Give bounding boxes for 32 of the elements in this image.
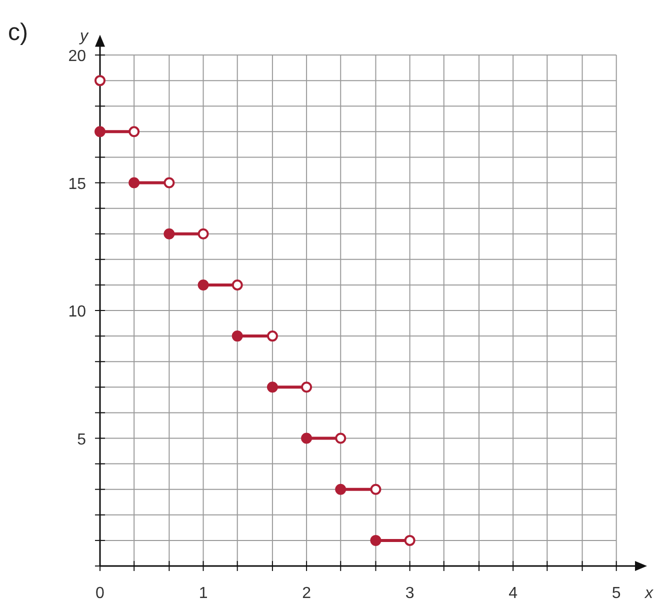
point — [94, 126, 106, 138]
y-tick-label: 10 — [68, 304, 86, 321]
point — [94, 75, 106, 86]
point — [232, 330, 243, 342]
point — [404, 534, 416, 546]
x-tick-label: 0 — [96, 585, 105, 600]
x-axis-title: x — [644, 585, 654, 600]
y-axis-title: y — [79, 28, 89, 45]
point — [198, 228, 209, 240]
point — [335, 432, 346, 444]
point — [128, 126, 140, 138]
point — [128, 177, 140, 188]
point — [301, 432, 312, 444]
point — [301, 382, 312, 393]
y-tick-label: 5 — [77, 431, 86, 448]
y-tick-label: 20 — [68, 48, 86, 66]
point — [266, 330, 278, 342]
x-tick-label: 3 — [405, 585, 414, 600]
y-tick-label: 15 — [68, 176, 86, 193]
point — [198, 279, 209, 290]
point — [370, 484, 382, 495]
point — [370, 534, 382, 546]
point — [232, 279, 243, 290]
x-tick-label: 2 — [302, 585, 312, 600]
chart-title: c) — [8, 19, 28, 46]
x-tick-label: 1 — [198, 585, 208, 600]
x-tick-label: 4 — [508, 585, 518, 600]
x-tick-label: 5 — [612, 585, 621, 600]
point — [164, 228, 175, 240]
point — [335, 484, 346, 495]
point — [164, 177, 175, 188]
point — [266, 382, 278, 393]
